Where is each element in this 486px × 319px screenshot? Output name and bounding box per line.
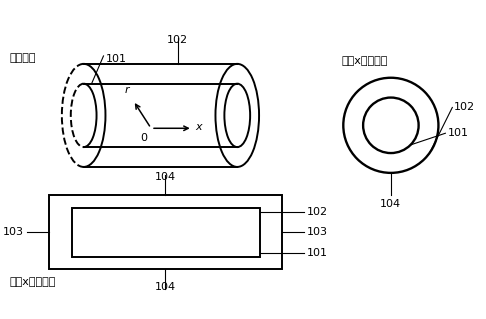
Text: 101: 101 <box>447 128 469 138</box>
Text: 101: 101 <box>307 248 328 258</box>
Text: x: x <box>196 122 202 132</box>
Text: 三维结构: 三维结构 <box>9 53 36 63</box>
Text: 0: 0 <box>140 133 147 143</box>
Text: 104: 104 <box>381 199 401 209</box>
Text: 104: 104 <box>155 172 176 182</box>
Text: 平行x轴的剖面: 平行x轴的剖面 <box>9 277 56 287</box>
Bar <box>49 195 282 269</box>
Text: 102: 102 <box>454 102 475 113</box>
Text: 102: 102 <box>167 35 189 45</box>
Text: 101: 101 <box>105 54 126 64</box>
Bar <box>72 208 260 257</box>
Text: 103: 103 <box>307 227 328 237</box>
Text: 垂直x轴的剖面: 垂直x轴的剖面 <box>341 56 388 66</box>
Text: 104: 104 <box>155 282 176 292</box>
Text: r: r <box>124 85 129 95</box>
Text: 103: 103 <box>3 227 24 237</box>
Text: 102: 102 <box>307 206 328 217</box>
